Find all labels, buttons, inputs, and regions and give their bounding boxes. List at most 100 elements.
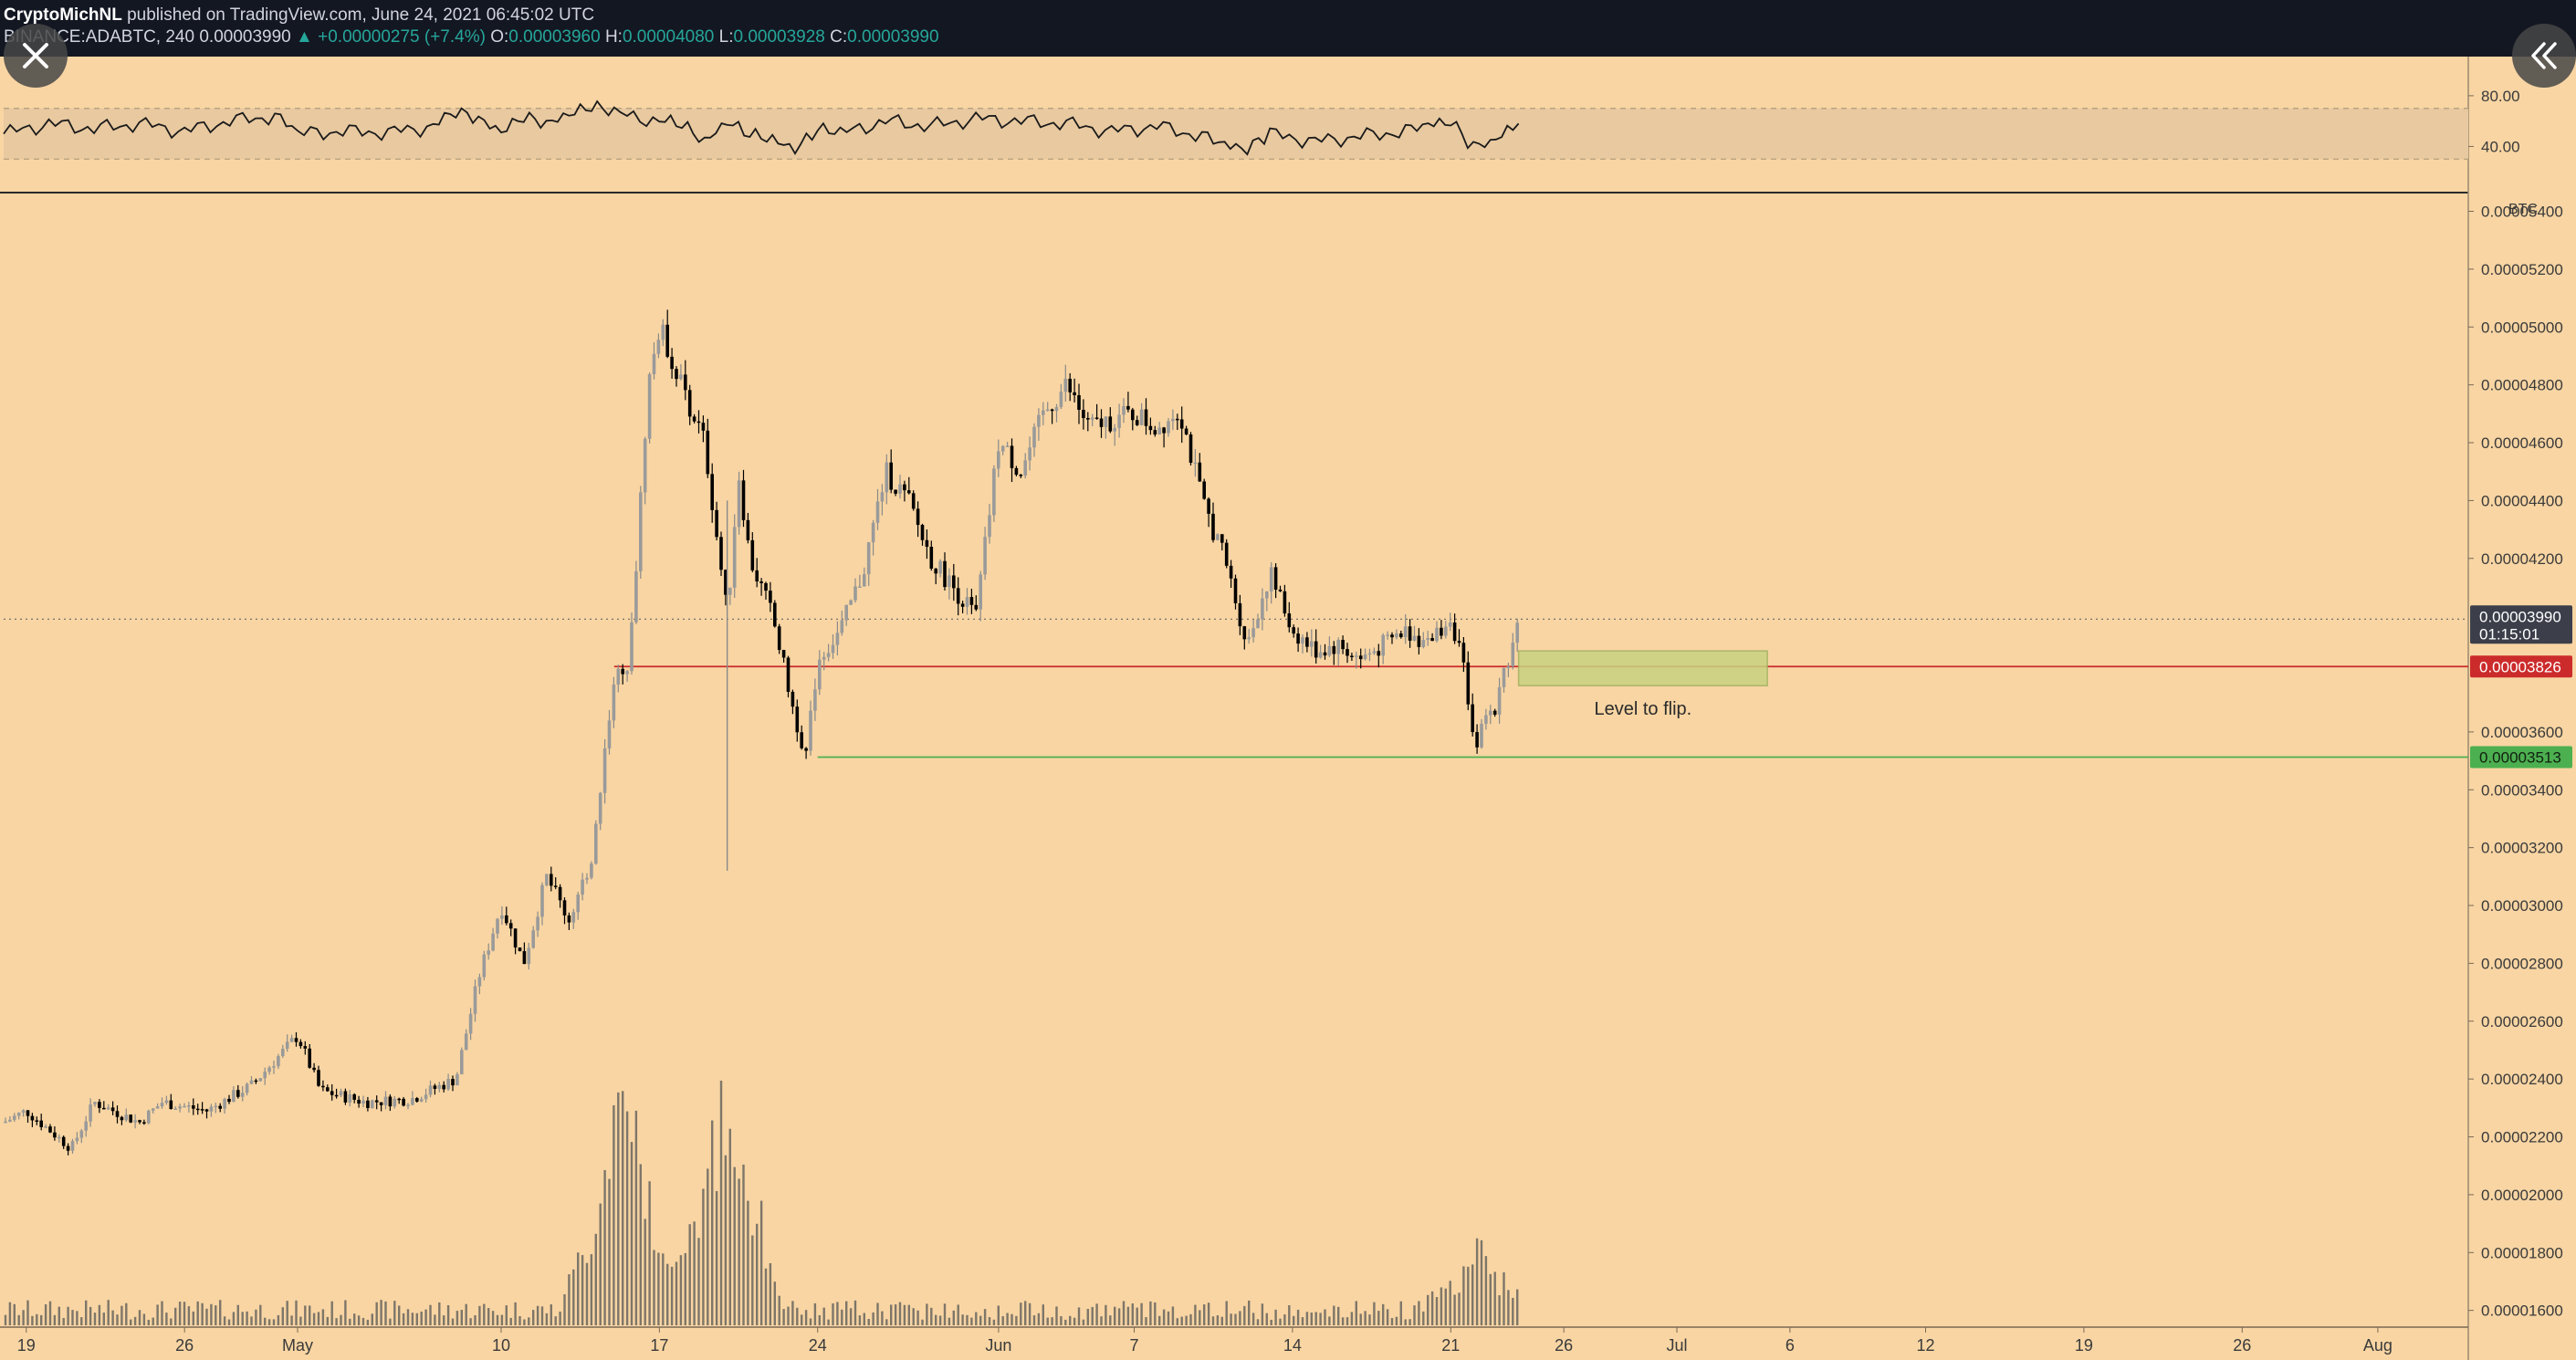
volume-bar (787, 1306, 790, 1325)
volume-bar (491, 1311, 495, 1325)
candle-body (1229, 565, 1233, 579)
price-change: +0.00000275 (+7.4%) (318, 27, 486, 47)
candle (1292, 624, 1295, 638)
candle (1086, 412, 1090, 432)
volume-bar (357, 1315, 361, 1325)
candle-body (106, 1107, 110, 1110)
candle-body (1099, 418, 1104, 427)
time-axis[interactable]: 19 26 May 10 17 24 Jun 7 14 21 26 Jul 6 12 19 26 Aug (0, 1326, 2468, 1355)
candle (777, 623, 781, 654)
candle (473, 979, 477, 1022)
close-button[interactable] (4, 24, 68, 88)
volume-bar (98, 1304, 101, 1325)
volume-bar (1283, 1314, 1286, 1325)
candle (1296, 627, 1300, 653)
candle-body (513, 928, 518, 948)
volume-bar (836, 1302, 839, 1325)
candle-body (1390, 634, 1394, 638)
volume-bar (756, 1223, 759, 1325)
volume-bar (1189, 1313, 1192, 1325)
candle-body (258, 1078, 263, 1082)
candle-body (456, 1073, 459, 1086)
candle-body (576, 894, 580, 913)
volume-bar (277, 1314, 280, 1325)
volume-bar (1105, 1304, 1107, 1325)
candle (451, 1075, 455, 1092)
candle (1045, 402, 1050, 412)
candle (419, 1096, 424, 1103)
candle-body (1515, 622, 1519, 643)
volume-bar (912, 1308, 915, 1325)
candle-body (1480, 723, 1483, 748)
candle (312, 1062, 316, 1072)
candle-body (200, 1109, 204, 1111)
price-axis[interactable]: 0.00005400 0.00005200 0.00005000 0.00004800… (2468, 57, 2576, 1360)
candle-body (232, 1090, 236, 1103)
price-tick-label: 0.00005000 (2481, 319, 2563, 336)
candle-body (1122, 405, 1126, 415)
support-price-tag-value: 0.00003513 (2479, 748, 2561, 766)
candle-body (1457, 641, 1461, 643)
candle-body (1256, 619, 1260, 629)
candle (1430, 633, 1434, 642)
price-axis-background (2469, 57, 2576, 1360)
volume-bar (759, 1200, 763, 1325)
candle (464, 1029, 468, 1051)
candle (1310, 629, 1314, 657)
volume-bar (1243, 1305, 1246, 1325)
author-name[interactable]: CryptoMichNL (4, 5, 122, 25)
candle-body (460, 1050, 464, 1074)
volume-bar (241, 1312, 244, 1325)
candle-body (254, 1080, 258, 1083)
candle-body (885, 462, 889, 493)
candle-body (1475, 732, 1479, 748)
candle (1399, 630, 1403, 639)
candle (684, 360, 687, 401)
volume-bar (653, 1250, 655, 1325)
candle (496, 917, 499, 939)
candle-body (920, 525, 925, 540)
candle-body (236, 1090, 240, 1097)
candle-body (129, 1114, 132, 1123)
candle-body (308, 1048, 311, 1068)
candle-body (710, 474, 714, 510)
candle (1515, 618, 1519, 653)
candle (911, 490, 916, 511)
volume-bar (1020, 1302, 1022, 1325)
candle (1059, 383, 1063, 410)
volume-bar (921, 1319, 924, 1325)
volume-bar (1176, 1318, 1178, 1325)
flip-zone-rect[interactable] (1517, 650, 1768, 686)
candle (383, 1091, 388, 1110)
volume-bar (943, 1303, 947, 1325)
candle-body (755, 570, 759, 582)
candle (710, 463, 714, 523)
candle-body (1452, 622, 1457, 642)
collapse-panel-button[interactable] (2512, 24, 2576, 88)
candle-body (178, 1106, 182, 1109)
candle-body (1511, 643, 1515, 667)
candle (164, 1095, 169, 1105)
candle-body (1381, 634, 1385, 656)
chart-canvas[interactable]: 0.00005400 0.00005200 0.00005000 0.00004800… (0, 57, 2576, 1360)
price-tick-label: 0.00003600 (2481, 724, 2563, 741)
volume-bar (1480, 1240, 1483, 1325)
candle-body (411, 1098, 414, 1105)
candle-body (1341, 640, 1345, 650)
candle-body (1492, 710, 1497, 715)
high-label: H: (604, 27, 623, 47)
volume-bar (1069, 1315, 1072, 1325)
candle (1068, 372, 1072, 402)
candle (813, 678, 817, 721)
candle (692, 413, 696, 424)
candle-body (1395, 633, 1398, 638)
candle-body (330, 1091, 334, 1095)
candle-body (625, 671, 629, 675)
candle-body (397, 1098, 401, 1101)
candle-body (1135, 420, 1139, 425)
candle-body (781, 650, 786, 658)
candle (48, 1124, 52, 1134)
candle-body (1377, 651, 1381, 656)
chart-header: CryptoMichNL published on TradingView.co… (0, 0, 2576, 57)
volume-bar (1399, 1301, 1402, 1325)
